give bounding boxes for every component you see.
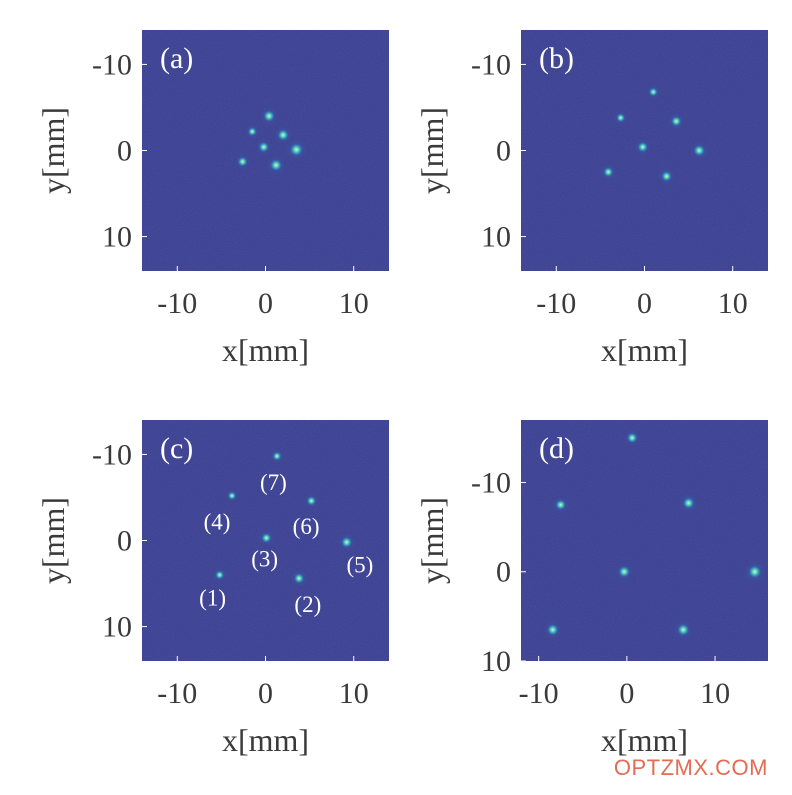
y-axis-label: y[mm] xyxy=(35,497,71,584)
y-tick-label: -10 xyxy=(92,438,132,471)
spot-1 xyxy=(555,499,567,511)
spot-5 xyxy=(276,128,290,142)
spot-1 xyxy=(214,570,225,580)
x-tick-label: 0 xyxy=(258,677,273,710)
y-tick-label: 0 xyxy=(117,135,132,168)
y-tick-label: 10 xyxy=(481,645,511,678)
spot-4 xyxy=(747,564,762,579)
spot-2 xyxy=(269,158,283,172)
y-tick-label: -10 xyxy=(471,466,511,499)
spot-2 xyxy=(660,170,673,182)
spot-3 xyxy=(258,141,270,153)
spot-2 xyxy=(293,572,305,584)
y-tick-label: 10 xyxy=(102,221,132,254)
x-tick-label: 10 xyxy=(700,677,730,710)
spot-4 xyxy=(693,144,706,157)
x-tick-label: 0 xyxy=(619,677,634,710)
x-axis-label: x[mm] xyxy=(222,332,309,368)
spot-6 xyxy=(676,623,690,637)
spot-3 xyxy=(637,141,649,153)
x-tick-label: 0 xyxy=(637,287,652,320)
y-tick-label: 0 xyxy=(496,556,511,589)
spot-7 xyxy=(626,432,638,444)
y-axis-label: y[mm] xyxy=(414,107,450,194)
panel-1: (b) -10 0 10 -10 0 10 x[mm] y[mm] xyxy=(414,30,768,368)
spot-5 xyxy=(340,536,353,549)
x-axis-label: x[mm] xyxy=(601,332,688,368)
spot-4 xyxy=(227,491,237,501)
spot-1 xyxy=(602,166,614,178)
y-tick-label: -10 xyxy=(92,48,132,81)
x-tick-label: -10 xyxy=(157,287,197,320)
panel-label: (b) xyxy=(539,42,574,75)
x-tick-label: -10 xyxy=(157,677,197,710)
x-tick-label: 10 xyxy=(339,287,369,320)
watermark: OPTZMX.COM xyxy=(613,755,768,780)
panel-0: (a) -10 0 10 -10 0 10 x[mm] y[mm] xyxy=(35,30,389,368)
y-tick-label: 0 xyxy=(496,135,511,168)
spot-3 xyxy=(618,565,631,578)
spot-7 xyxy=(262,109,276,123)
spot-4 xyxy=(289,142,304,157)
spot-label: (5) xyxy=(346,553,373,578)
noise-texture xyxy=(521,420,768,661)
y-tick-label: -10 xyxy=(471,48,511,81)
x-tick-label: -10 xyxy=(536,287,576,320)
spot-2 xyxy=(682,496,695,510)
spot-6 xyxy=(247,126,258,137)
y-tick-label: 0 xyxy=(117,525,132,558)
spot-6 xyxy=(306,495,317,506)
y-tick-label: 10 xyxy=(102,611,132,644)
spot-label: (2) xyxy=(294,592,321,617)
spot-label: (1) xyxy=(199,585,226,610)
spot-3 xyxy=(261,532,272,544)
x-axis-label: x[mm] xyxy=(222,722,309,758)
spot-5 xyxy=(546,623,559,636)
x-tick-label: -10 xyxy=(519,677,559,710)
panel-label: (a) xyxy=(160,42,193,75)
x-tick-label: 10 xyxy=(718,287,748,320)
x-tick-label: 10 xyxy=(339,677,369,710)
spot-label: (4) xyxy=(204,510,231,535)
spot-7 xyxy=(648,87,659,97)
spot-5 xyxy=(615,112,626,123)
spot-label: (3) xyxy=(251,547,278,572)
spot-label: (7) xyxy=(260,470,287,495)
x-axis-label: x[mm] xyxy=(601,722,688,758)
spot-label: (6) xyxy=(293,514,320,539)
panel-label: (d) xyxy=(539,432,574,465)
y-tick-label: 10 xyxy=(481,221,511,254)
spot-1 xyxy=(237,156,248,168)
spot-7 xyxy=(272,451,282,461)
y-axis-label: y[mm] xyxy=(414,497,450,584)
x-tick-label: 0 xyxy=(258,287,273,320)
spot-6 xyxy=(670,115,682,127)
panel-2: (1) (2) (3) (4) (5) (6)(7) (c) -10 0 10 -10 0 10 x[mm… xyxy=(35,420,389,758)
panel-label: (c) xyxy=(160,432,193,465)
y-axis-label: y[mm] xyxy=(35,107,71,194)
